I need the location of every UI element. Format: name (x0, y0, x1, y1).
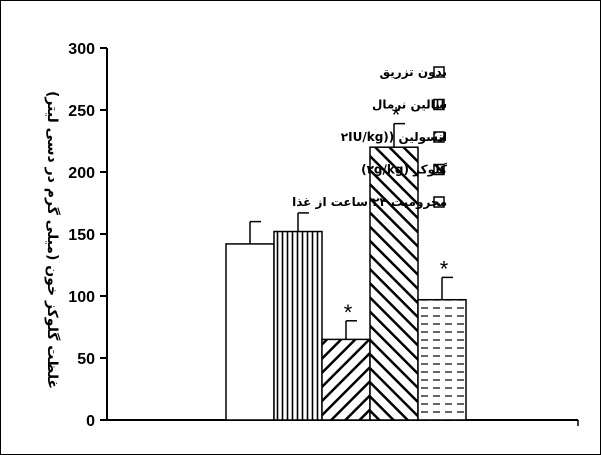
bar (225, 243, 275, 421)
y-tick-label: 300 (68, 41, 95, 58)
y-tick-label: 200 (68, 165, 95, 182)
axes: 0 50 100 150 200 250 300 (68, 41, 579, 430)
y-tick-label: 150 (68, 227, 95, 244)
legend-swatch (433, 163, 445, 176)
bars: * * * (225, 103, 467, 421)
y-tick-label: 100 (68, 289, 95, 306)
bar (369, 146, 419, 421)
legend: بدون تزریق سالین نرمال انسولین ((۲IU/kg گلو… (292, 65, 447, 210)
significance-marker: * (440, 256, 449, 281)
y-tick-label: 250 (68, 103, 95, 120)
legend-label: گلوکز (۲g/kg) (361, 163, 447, 178)
legend-label: انسولین ((۲IU/kg (341, 130, 447, 145)
legend-swatch (433, 98, 445, 111)
bar (273, 230, 323, 421)
legend-label: محرومیت ۲۴ ساعت از غذا (292, 195, 447, 210)
legend-swatch (433, 66, 445, 78)
significance-marker: * (344, 300, 353, 325)
y-axis-label: غلظت گلوکز خون (میلی گرم در دسی لیتر) (44, 91, 61, 389)
legend-swatch (433, 131, 445, 143)
bar (417, 298, 467, 421)
legend-label: سالین نرمال (372, 98, 447, 112)
y-tick-label: 0 (86, 413, 95, 430)
legend-label: بدون تزریق (379, 65, 447, 80)
y-tick-label: 50 (77, 351, 95, 368)
bar (321, 338, 371, 421)
significance-marker: * (392, 103, 401, 128)
legend-swatch (433, 196, 445, 208)
